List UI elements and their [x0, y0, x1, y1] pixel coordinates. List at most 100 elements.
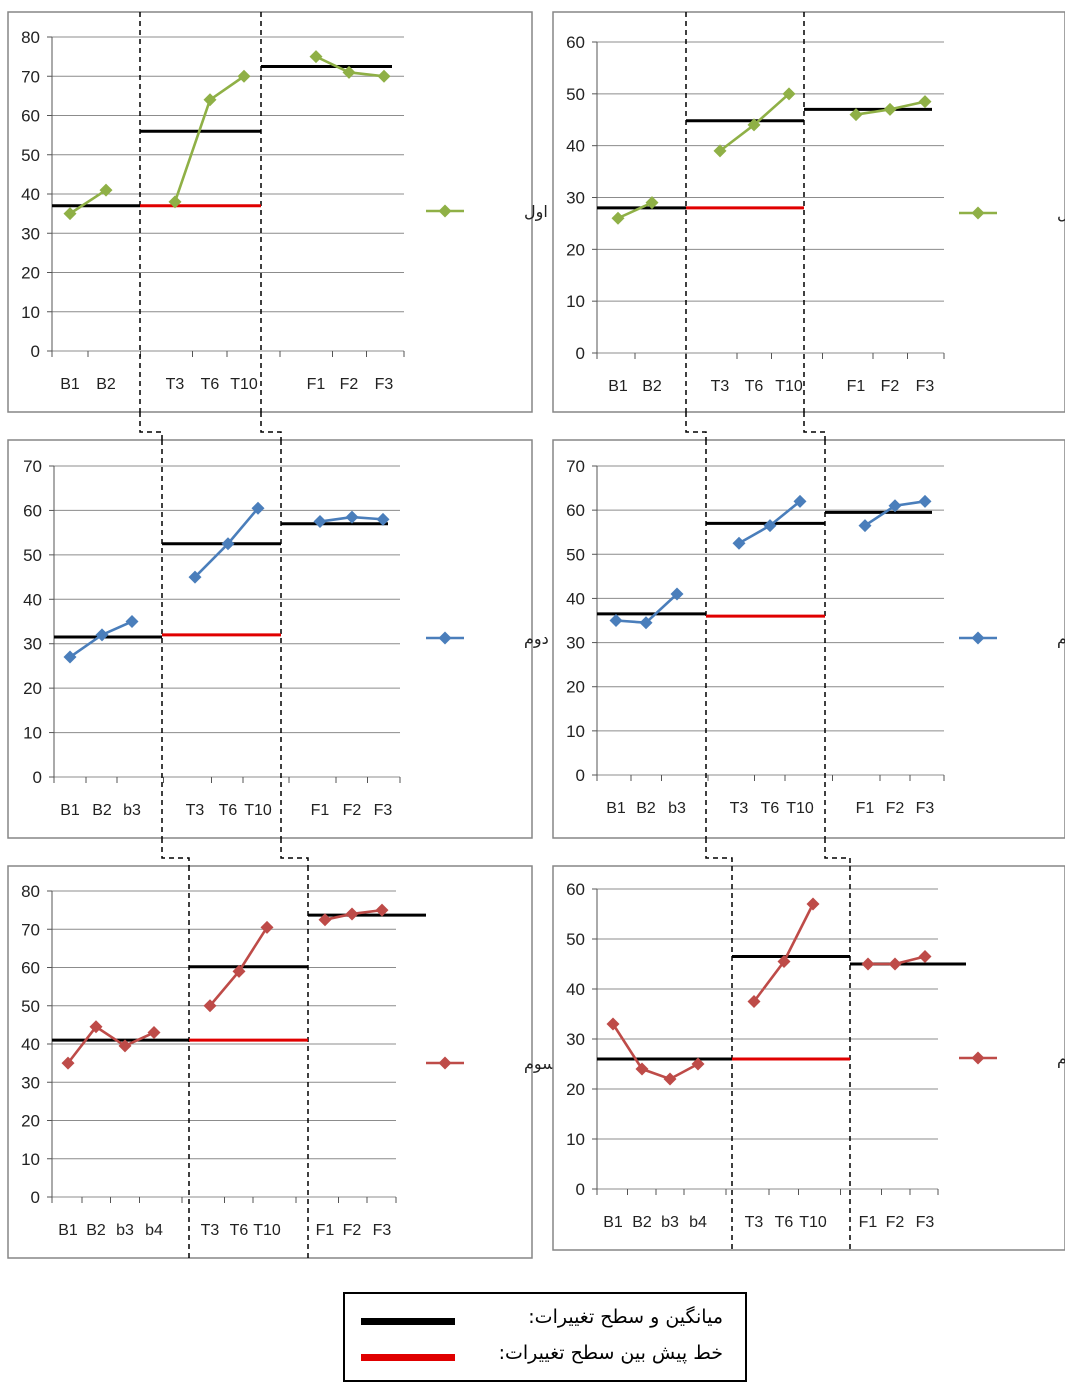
x-tick-label: b3	[123, 802, 141, 819]
x-tick-label: B1	[58, 1222, 78, 1239]
y-tick-label: 60	[21, 959, 40, 978]
data-point-marker	[232, 964, 246, 978]
x-tick-label: T6	[219, 802, 238, 819]
data-point-marker	[747, 995, 761, 1008]
y-tick-label: 30	[21, 224, 40, 243]
phase-connector	[161, 838, 190, 866]
x-tick-label: B1	[60, 376, 80, 393]
y-tick-label: 10	[566, 1130, 585, 1149]
data-point-marker	[203, 93, 217, 107]
y-tick-label: 50	[566, 545, 585, 564]
data-point-marker	[345, 510, 359, 524]
legend-label-mean: میانگین و سطح تغییرات:	[528, 1306, 723, 1328]
y-tick-label: 60	[566, 501, 585, 520]
x-tick-label: T3	[711, 378, 730, 395]
phase-connector	[803, 412, 826, 440]
x-tick-label: F1	[311, 802, 330, 819]
y-tick-label: 30	[23, 635, 42, 654]
data-point-marker	[777, 955, 791, 968]
legend-label-projection: خط پیش بین سطح تغییرات:	[498, 1342, 723, 1364]
x-tick-label: T6	[775, 1214, 794, 1231]
data-point-marker	[309, 50, 323, 64]
x-tick-label: b3	[116, 1222, 134, 1239]
x-tick-label: T6	[745, 378, 764, 395]
x-tick-label: F3	[374, 802, 393, 819]
y-tick-label: 10	[566, 722, 585, 741]
y-tick-label: 20	[566, 240, 585, 259]
x-tick-label: T10	[799, 1214, 827, 1231]
data-point-marker	[849, 108, 863, 122]
x-tick-label: T10	[230, 376, 258, 393]
y-tick-label: 50	[21, 146, 40, 165]
x-tick-label: B1	[606, 800, 626, 817]
x-tick-label: B2	[92, 802, 112, 819]
x-tick-label: F2	[886, 800, 905, 817]
data-point-marker	[168, 195, 182, 209]
series-line	[66, 1025, 155, 1064]
x-tick-label: F2	[886, 1214, 905, 1231]
y-tick-label: 40	[566, 589, 585, 608]
data-point-marker	[663, 1072, 677, 1086]
data-point-marker	[260, 920, 274, 934]
x-tick-label: b3	[668, 800, 686, 817]
data-point-marker	[203, 999, 217, 1013]
y-tick-label: 0	[31, 1188, 40, 1207]
data-point-marker	[63, 207, 77, 221]
series-line	[611, 1023, 699, 1081]
y-tick-label: 40	[21, 185, 40, 204]
y-tick-label: 70	[566, 457, 585, 476]
y-tick-label: 60	[566, 33, 585, 52]
data-point-marker	[188, 570, 202, 584]
data-point-marker	[670, 587, 684, 601]
figure-legend: میانگین و سطح تغییرات: خط پیش بین سطح تغ…	[343, 1292, 747, 1382]
data-point-marker	[806, 897, 820, 911]
data-point-marker	[63, 650, 77, 664]
series-line	[69, 188, 107, 215]
x-tick-label: T6	[230, 1222, 249, 1239]
y-tick-label: 80	[21, 882, 40, 901]
x-tick-label: F3	[916, 1214, 935, 1231]
x-tick-label: F2	[881, 378, 900, 395]
y-tick-label: 40	[23, 590, 42, 609]
data-point-marker	[858, 519, 872, 533]
x-tick-label: F3	[375, 376, 394, 393]
x-tick-label: B1	[608, 378, 628, 395]
data-point-marker	[89, 1020, 103, 1034]
data-point-marker	[918, 950, 932, 963]
y-tick-label: 0	[33, 768, 42, 787]
data-point-marker	[95, 628, 109, 642]
x-tick-label: F1	[847, 378, 866, 395]
data-point-marker	[639, 616, 653, 630]
legend-swatch-mean	[361, 1318, 455, 1325]
x-tick-label: F2	[343, 1222, 362, 1239]
y-tick-label: 30	[21, 1073, 40, 1092]
x-tick-label: B2	[642, 378, 662, 395]
data-point-marker	[118, 1039, 132, 1053]
y-tick-label: 30	[566, 634, 585, 653]
y-tick-label: 70	[21, 67, 40, 86]
y-tick-label: 50	[566, 930, 585, 949]
data-point-marker	[611, 211, 625, 225]
x-tick-label: F3	[373, 1222, 392, 1239]
phase-connector	[705, 838, 733, 866]
phase-connector	[280, 838, 309, 866]
x-tick-label: T3	[166, 376, 185, 393]
x-tick-label: B1	[60, 802, 80, 819]
data-point-marker	[61, 1056, 75, 1070]
x-tick-label: B2	[636, 800, 656, 817]
y-tick-label: 10	[21, 303, 40, 322]
y-tick-label: 30	[566, 189, 585, 208]
data-point-marker	[376, 512, 390, 526]
y-tick-label: 60	[23, 501, 42, 520]
x-tick-label: T10	[244, 802, 272, 819]
data-point-marker	[377, 69, 391, 83]
data-point-marker	[318, 913, 332, 927]
data-point-marker	[793, 494, 807, 508]
data-point-marker	[609, 614, 623, 627]
x-tick-label: T10	[775, 378, 803, 395]
data-point-marker	[125, 615, 139, 628]
data-point-marker	[918, 95, 932, 109]
y-tick-label: 40	[566, 137, 585, 156]
x-tick-label: B2	[632, 1214, 652, 1231]
